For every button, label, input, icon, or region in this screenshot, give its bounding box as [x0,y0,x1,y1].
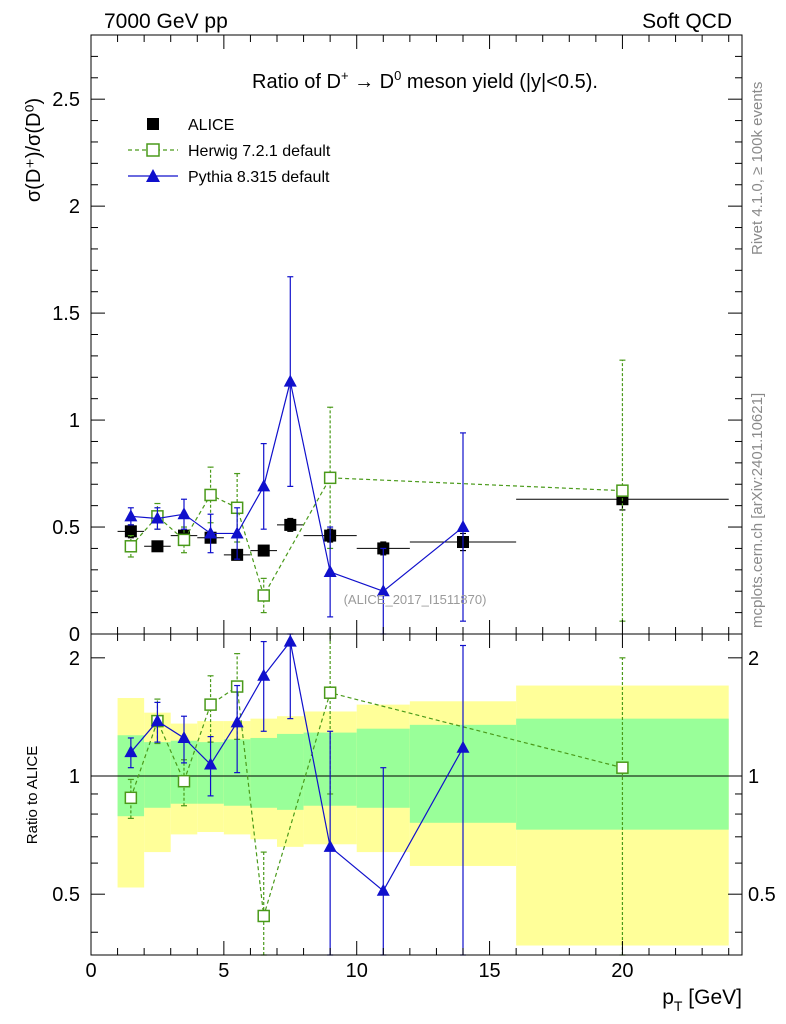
x-tick-label: 15 [478,960,500,982]
ratio-pythia-marker-9 [456,740,470,753]
ratio-line-pythia [130,640,464,892]
legend-item-pythia: Pythia 8.315 default [128,169,330,186]
ratio-ytick-label-left: 2 [69,648,80,670]
main-herwig-marker-6 [323,471,337,485]
ratio-pythia-marker-1 [150,714,164,727]
main-pythia-marker-9 [456,520,470,533]
ratio-panel-bands [117,685,729,946]
main-ytick-label: 0 [69,624,80,646]
beam-label: 7000 GeV pp [104,10,228,33]
ratio-pythia-marker-4 [230,715,244,728]
main-pythia-marker-3 [204,526,218,539]
main-line-pythia [130,381,464,592]
legend-marker-alice [147,118,159,130]
main-panel-ticks: 0.5 1 1.5 2 2.5 0 [52,34,742,646]
main-ytick-label: 1.5 [52,303,80,325]
ratio-herwig-marker-7 [616,761,629,774]
main-herwig-marker-3 [204,488,217,502]
main-ytick-label: 0.5 [52,517,80,539]
ratio-herwig-marker-3 [204,698,217,711]
legend: ALICE Herwig 7.2.1 default Pythia 8.315 … [128,117,331,186]
mcplots-reference-label: mcplots.cern.ch [arXiv:2401.10621] [749,393,766,628]
ratio-herwig-marker-2 [177,774,191,788]
ratio-panel-ticks: 0.5 0.51 12 20 5 10 15 20 [52,634,776,982]
main-herwig-marker-5 [257,589,270,602]
main-pythia-marker-6 [283,374,297,387]
rivet-version-label: Rivet 4.1.0, ≥ 100k events [749,82,766,255]
ratio-ytick-label-right: 2 [748,648,759,670]
main-alice-marker-1 [151,540,164,553]
ratio-pythia-marker-3 [204,757,218,770]
analysis-watermark: (ALICE_2017_I1511870) [344,592,487,607]
x-tick-label: 5 [218,960,229,982]
ratio-ytick-label-right: 0.5 [748,884,776,906]
ratio-pythia-marker-6 [283,634,297,647]
main-panel-series [117,276,729,635]
plot-title: Ratio of D+ → D0 meson yield (|y|<0.5). [252,68,598,93]
x-axis-label: pT [GeV] [662,986,742,1014]
x-tick-label: 10 [346,960,368,982]
ratio-panel-series [124,633,629,956]
main-pythia-marker-0 [124,509,138,522]
ratio-herwig-marker-0 [124,791,138,805]
ratio-band-inner [277,733,304,810]
ratio-line-herwig [130,685,623,917]
main-pythia-marker-7 [323,564,337,577]
legend-item-herwig: Herwig 7.2.1 default [128,143,331,160]
main-pythia-marker-2 [177,507,191,520]
main-pythia-marker-4 [230,526,244,539]
main-ytick-label: 2 [69,196,80,218]
main-herwig-marker-0 [124,540,138,553]
main-pythia-marker-5 [257,479,271,492]
main-ytick-label: 1 [69,410,80,432]
ratio-pythia-marker-5 [257,668,271,681]
legend-label-pythia: Pythia 8.315 default [188,169,330,186]
process-label: Soft QCD [642,10,732,33]
ratio-ytick-label-right: 1 [748,766,759,788]
y-axis-label-ratio: Ratio to ALICE [24,746,41,844]
main-herwig-marker-2 [177,533,191,547]
ratio-herwig-marker-5 [257,909,270,923]
legend-item-alice: ALICE [147,117,234,134]
main-ytick-label: 2.5 [52,89,80,111]
main-pythia-marker-1 [150,511,164,524]
legend-label-alice: ALICE [188,117,234,134]
ratio-pythia-marker-0 [124,745,138,758]
ratio-panel-frame [90,633,743,956]
x-tick-label: 0 [85,960,96,982]
main-alice-marker-0 [124,525,137,538]
legend-label-herwig: Herwig 7.2.1 default [188,143,331,160]
main-alice-marker-6 [284,518,297,531]
ratio-pythia-marker-7 [323,839,337,852]
ratio-pythia-marker-2 [177,730,191,743]
main-alice-marker-5 [257,544,270,557]
legend-marker-pythia [146,169,160,182]
ratio-ytick-label-left: 1 [69,766,80,788]
legend-marker-herwig [146,143,160,157]
ratio-pythia-marker-8 [376,883,390,896]
main-pythia-marker-8 [376,584,390,597]
ratio-ytick-label-left: 0.5 [52,884,80,906]
ratio-herwig-marker-6 [323,686,337,699]
ratio-band-inner [250,737,277,808]
y-axis-label-main: σ(D⁺)/σ(D⁰) [23,98,45,202]
ratio-band-inner [144,742,171,808]
x-tick-label: 20 [611,960,633,982]
main-herwig-marker-7 [616,484,629,497]
